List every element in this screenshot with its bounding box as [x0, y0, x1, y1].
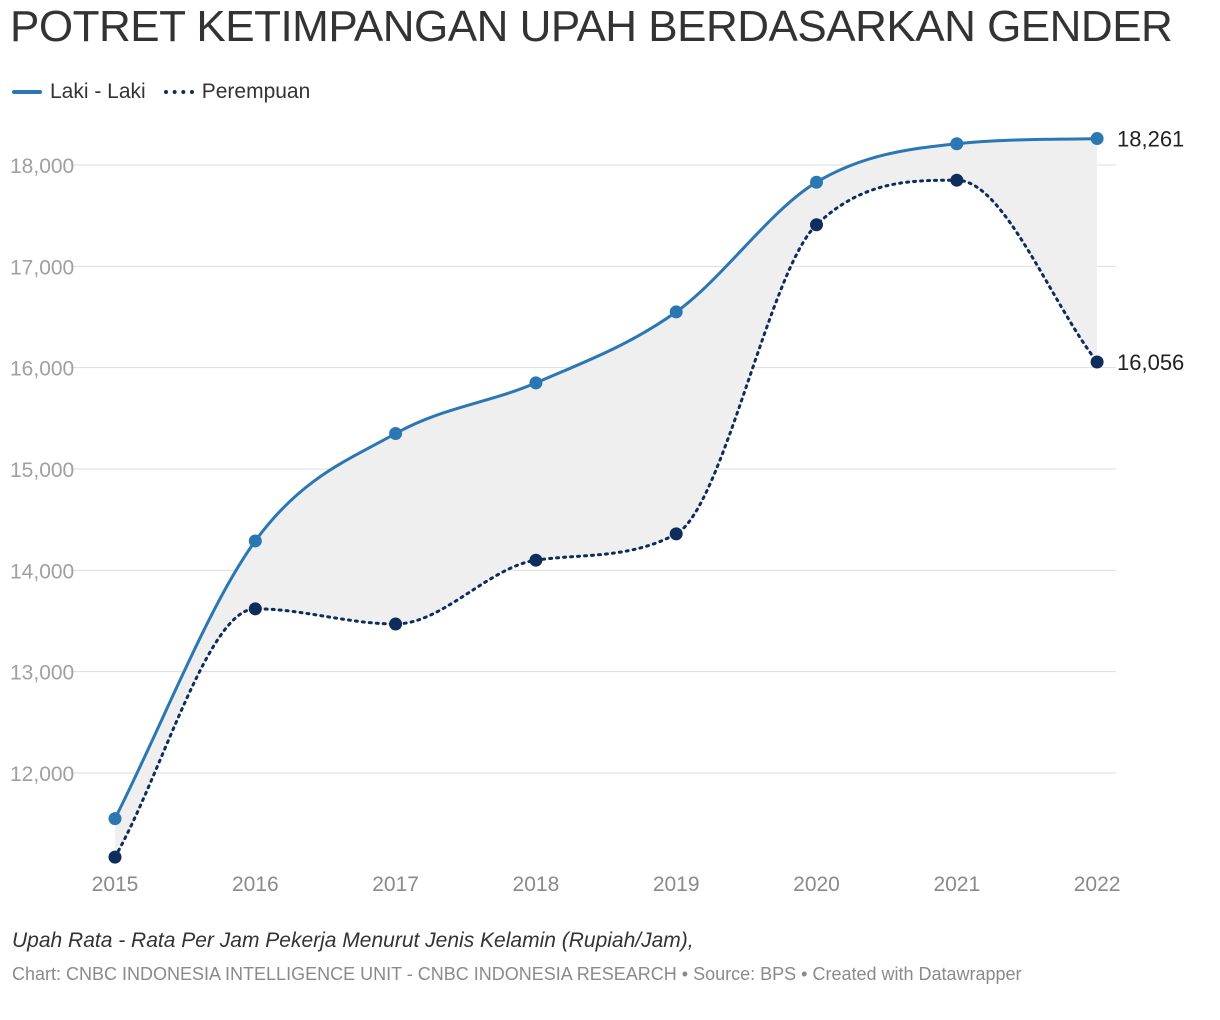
data-point-laki-laki [669, 305, 683, 319]
data-point-laki-laki [529, 376, 543, 390]
data-point-laki-laki [810, 175, 823, 189]
series-line-perempuan [113, 178, 1099, 859]
x-tick-label: 2015 [92, 873, 139, 896]
legend-label-perempuan: Perempuan [201, 80, 311, 103]
y-tick-label: 13,000 [10, 662, 74, 685]
x-tick-label: 2021 [933, 873, 980, 896]
data-point-perempuan [1090, 355, 1104, 369]
y-tick-label: 16,000 [10, 358, 74, 381]
legend-item-laki-laki: Laki - Laki [12, 80, 146, 104]
data-point-perempuan [810, 218, 823, 232]
data-point-perempuan [389, 617, 403, 631]
x-tick-label: 2022 [1074, 873, 1121, 896]
end-label-perempuan: 16,056 [1117, 350, 1184, 375]
legend-swatch-solid [12, 90, 42, 94]
legend-item-perempuan: Perempuan [163, 80, 311, 104]
line-chart: 12,000 13,000 14,000 15,000 16,000 17,000 18,0… [10, 127, 1184, 896]
y-tick-label: 15,000 [10, 459, 74, 482]
chart-caption: Upah Rata - Rata Per Jam Pekerja Menurut… [12, 929, 694, 952]
y-tick-label: 18,000 [10, 155, 74, 178]
data-point-laki-laki [1090, 132, 1104, 146]
gap-area [115, 138, 1098, 858]
data-point-laki-laki [950, 137, 964, 151]
data-point-perempuan [108, 850, 122, 864]
series-line-laki-laki [113, 137, 1098, 820]
data-point-perempuan [950, 173, 964, 187]
data-point-laki-laki [248, 534, 262, 548]
legend-label-laki-laki: Laki - Laki [50, 80, 146, 103]
y-tick-label: 14,000 [10, 560, 74, 583]
chart-footer: Chart: CNBC INDONESIA INTELLIGENCE UNIT … [12, 964, 1022, 984]
data-point-laki-laki [108, 812, 122, 826]
legend-swatch-dotted [163, 90, 194, 94]
end-label-laki-laki: 18,261 [1117, 127, 1184, 152]
y-tick-label: 12,000 [10, 763, 74, 786]
chart-title: POTRET KETIMPANGAN UPAH BERDASARKAN GEND… [10, 2, 1173, 51]
x-tick-label: 2017 [372, 873, 419, 896]
data-point-perempuan [669, 527, 683, 541]
y-tick-label: 17,000 [10, 256, 74, 279]
data-point-perempuan [529, 553, 543, 567]
x-tick-label: 2016 [232, 873, 279, 896]
x-tick-label: 2018 [513, 873, 560, 896]
data-point-perempuan [248, 602, 262, 616]
data-point-laki-laki [389, 427, 403, 441]
x-tick-label: 2020 [793, 873, 840, 896]
x-tick-label: 2019 [653, 873, 700, 896]
legend: Laki - Laki Perempuan [12, 80, 328, 104]
